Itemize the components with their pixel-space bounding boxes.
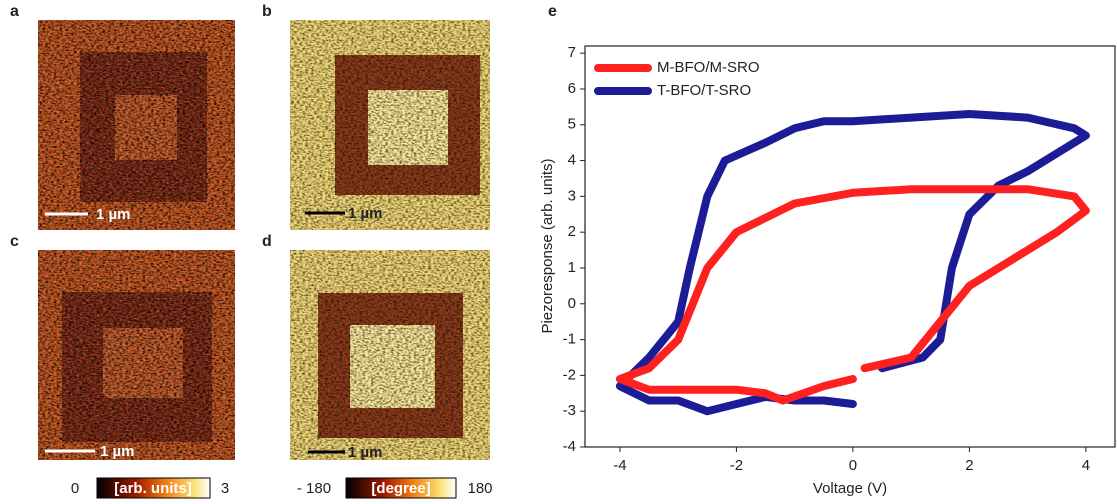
colorbar <box>96 477 211 499</box>
scale-bar-label: 1 µm <box>96 206 131 223</box>
panel-label: b <box>262 3 272 20</box>
y-tick-label: 5 <box>568 116 576 133</box>
colorbar-label: [arb. units] <box>114 480 192 497</box>
y-tick-label: -4 <box>563 438 576 455</box>
panel-label: c <box>10 233 19 250</box>
scale-bar-label: 1 µm <box>348 205 383 222</box>
x-tick-label: -4 <box>613 457 626 474</box>
x-tick-label: -2 <box>730 457 743 474</box>
x-tick-label: 0 <box>849 457 857 474</box>
panel-label: a <box>10 3 19 20</box>
y-axis-label: Piezoresponse (arb. units) <box>539 158 556 333</box>
panel-c <box>38 250 235 460</box>
legend-label: T-BFO/T-SRO <box>657 82 751 99</box>
y-tick-label: 4 <box>568 152 576 169</box>
y-tick-label: 0 <box>568 295 576 312</box>
panel-b <box>290 20 490 230</box>
colorbar-max: 180 <box>467 480 492 497</box>
series-line <box>615 185 1090 405</box>
x-axis-label: Voltage (V) <box>813 480 887 497</box>
y-tick-label: -2 <box>563 366 576 383</box>
colorbar-min: 0 <box>71 480 79 497</box>
colorbar <box>345 477 457 499</box>
y-tick-label: 2 <box>568 223 576 240</box>
y-tick-label: 6 <box>568 80 576 97</box>
panel-label: d <box>262 233 272 250</box>
legend-label: M-BFO/M-SRO <box>657 59 760 76</box>
panel-a <box>38 20 235 230</box>
y-tick-label: -1 <box>563 331 576 348</box>
y-tick-label: -3 <box>563 402 576 419</box>
x-tick-label: 2 <box>965 457 973 474</box>
y-tick-label: 1 <box>568 259 576 276</box>
y-tick-label: 3 <box>568 187 576 204</box>
series-line <box>615 110 1090 416</box>
scale-bar-label: 1 µm <box>348 444 383 461</box>
panel-d <box>290 250 490 460</box>
colorbar-min: - 180 <box>297 480 331 497</box>
plot: -4 -2 0 2 4 -4 -3 -2 -1 0 1 2 3 4 5 6 7 M-BFO/M-SRO T-BFO/… <box>563 44 1090 474</box>
panel-label: e <box>548 3 557 20</box>
y-tick-label: 7 <box>568 44 576 61</box>
x-tick-label: 4 <box>1082 457 1090 474</box>
plot-frame <box>584 45 1116 448</box>
scale-bar-label: 1 µm <box>100 443 135 460</box>
colorbar-label: [degree] <box>371 480 430 497</box>
colorbar-max: 3 <box>221 480 229 497</box>
